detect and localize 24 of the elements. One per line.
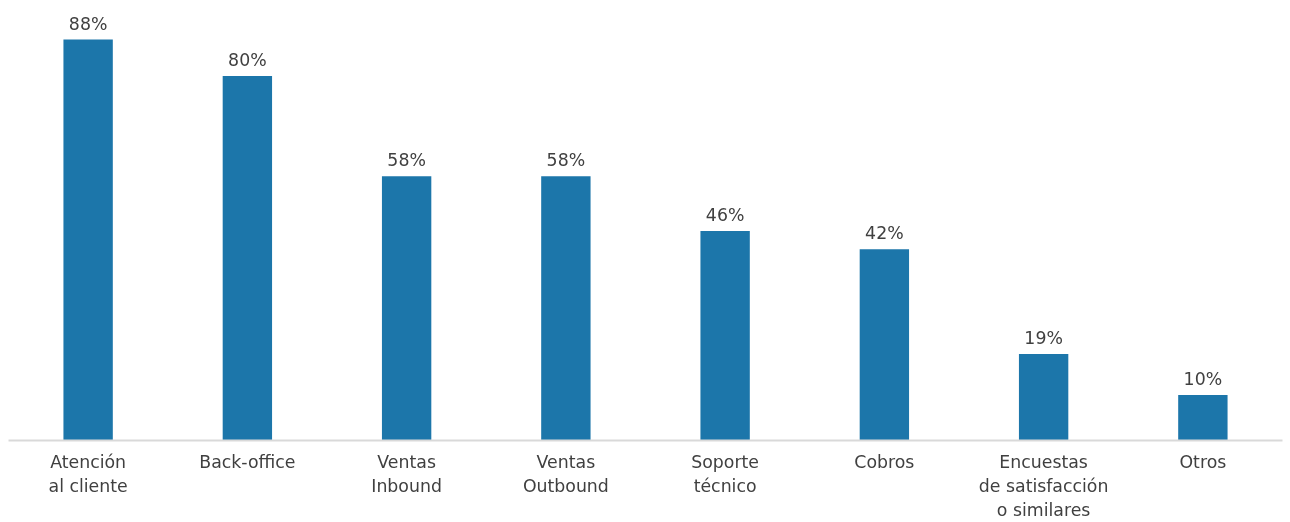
x-tick-label: Atención al cliente <box>48 451 128 496</box>
bar <box>381 176 432 441</box>
x-tick-label: Encuestas de satisfacción o similares <box>978 451 1109 520</box>
data-label: 58% <box>387 150 426 171</box>
bar <box>222 76 273 441</box>
bar <box>541 176 591 441</box>
x-tick-label: Cobros <box>854 451 915 472</box>
x-tick-label: Soporte técnico <box>691 451 760 496</box>
bar <box>700 230 750 441</box>
data-label: 46% <box>705 204 745 225</box>
data-label: 88% <box>68 13 108 34</box>
x-tick-label: Ventas Outbound <box>522 451 609 496</box>
data-label: 58% <box>546 150 586 171</box>
data-label: 10% <box>1183 368 1223 389</box>
data-label: 42% <box>865 223 904 244</box>
data-label: 80% <box>228 50 267 71</box>
bar <box>1018 353 1069 441</box>
x-tick-label: Otros <box>1179 451 1227 472</box>
bar <box>63 39 113 441</box>
x-tick-label: Back-office <box>199 451 296 472</box>
bar <box>859 249 910 441</box>
data-label: 19% <box>1024 327 1063 348</box>
x-tick-label: Ventas Inbound <box>371 451 442 496</box>
bar <box>1178 394 1228 441</box>
